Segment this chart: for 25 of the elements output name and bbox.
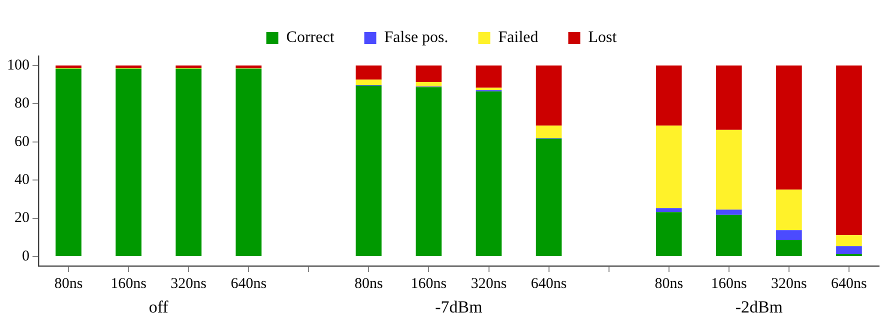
x-tick-label: 160ns: [710, 276, 747, 292]
y-tick-label: 20: [14, 210, 30, 226]
x-tick-label: 320ns: [470, 276, 507, 292]
x-tick-label: 80ns: [654, 276, 684, 292]
x-tick-label: 640ns: [530, 276, 567, 292]
y-tick-label: 60: [14, 134, 30, 150]
y-tick-label: 100: [7, 57, 30, 74]
y-tick-label: 40: [14, 172, 30, 188]
legend-label: False pos.: [384, 29, 448, 46]
x-tick-label: 160ns: [410, 276, 447, 292]
x-tick-label: 160ns: [110, 276, 147, 292]
text: off: [148, 297, 169, 316]
x-tick-label: 80ns: [354, 276, 384, 292]
legend-label: Correct: [286, 29, 335, 46]
legend-label: Lost: [588, 29, 618, 46]
legend-label: Failed: [498, 29, 538, 46]
x-tick-label: 320ns: [771, 276, 808, 292]
x-tick-label: 80ns: [54, 276, 83, 292]
y-tick-label: 0: [22, 248, 30, 264]
y-tick-label: 80: [14, 96, 30, 112]
x-tick-label: 640ns: [230, 276, 267, 292]
text: -2dBm: [735, 297, 783, 316]
x-tick-label: 640ns: [831, 276, 868, 292]
text: -7dBm: [435, 297, 482, 316]
x-tick-label: 320ns: [170, 276, 207, 292]
